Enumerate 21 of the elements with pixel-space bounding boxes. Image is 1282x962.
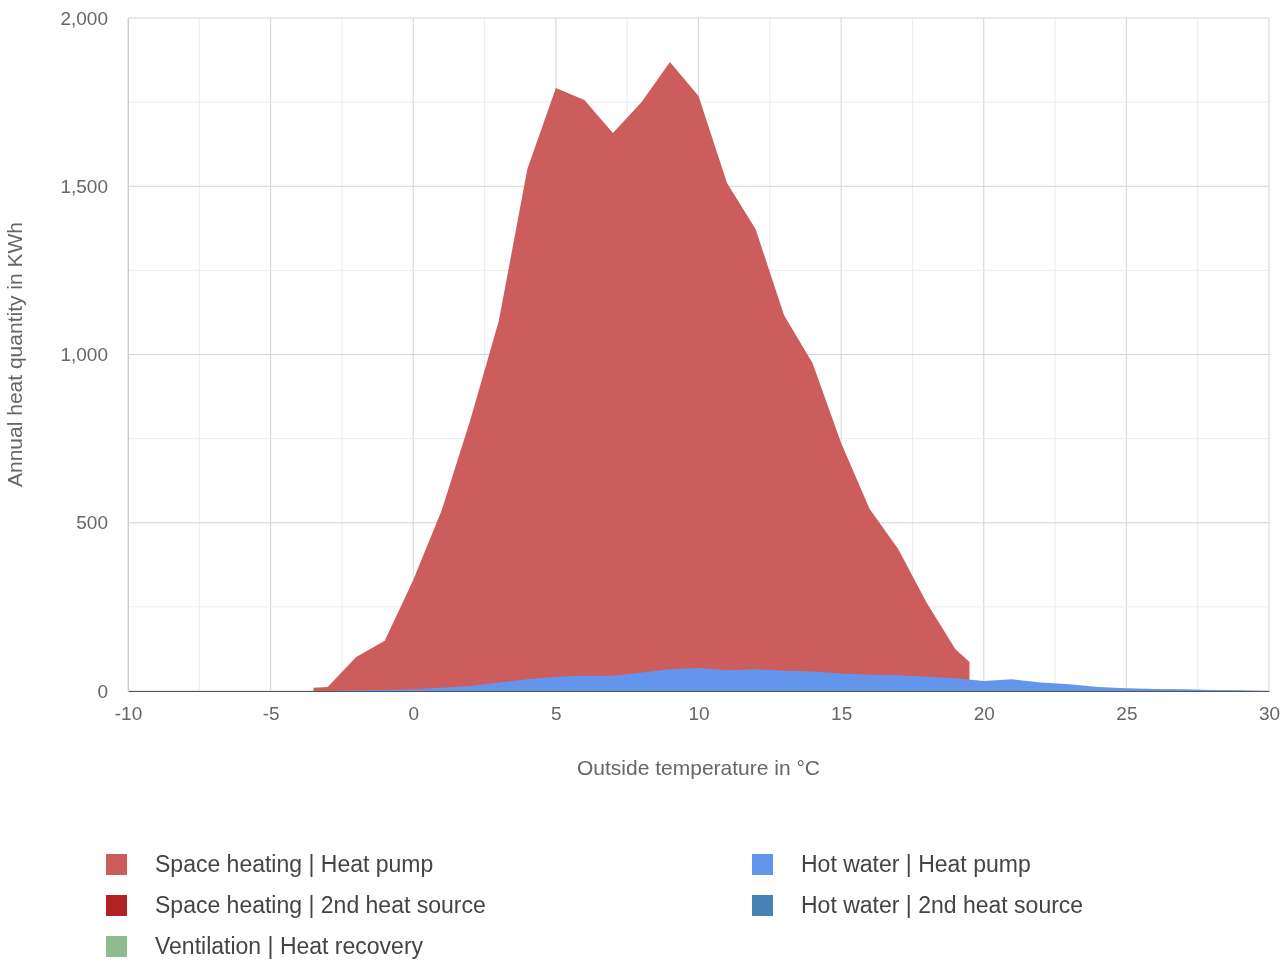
x-tick-label: 25 (1116, 703, 1138, 725)
legend-label: Hot water | 2nd heat source (801, 892, 1084, 918)
x-tick-label: 20 (973, 703, 995, 725)
x-tick-label: 30 (1258, 703, 1281, 725)
x-tick-label: 5 (551, 703, 562, 725)
x-tick-label: 10 (688, 703, 710, 725)
y-tick-label: 0 (97, 680, 108, 702)
legend-label: Ventilation | Heat recovery (155, 933, 424, 959)
x-tick-label: -10 (114, 703, 143, 725)
y-tick-label: 1,500 (60, 175, 108, 197)
legend-label: Space heating | 2nd heat source (155, 892, 486, 918)
x-tick-label: 15 (831, 703, 853, 725)
y-tick-label: 500 (76, 512, 108, 534)
y-tick-label: 1,000 (60, 344, 108, 366)
y-tick-label: 2,000 (60, 7, 108, 29)
legend-label: Hot water | Heat pump (801, 851, 1031, 877)
x-tick-label: -5 (262, 703, 280, 725)
x-tick-label: 0 (408, 703, 420, 725)
x-axis-title: Outside temperature in °C (576, 756, 821, 779)
y-axis-title: Annual heat quantity in KWh (3, 221, 26, 488)
legend-label: Space heating | Heat pump (155, 851, 434, 877)
